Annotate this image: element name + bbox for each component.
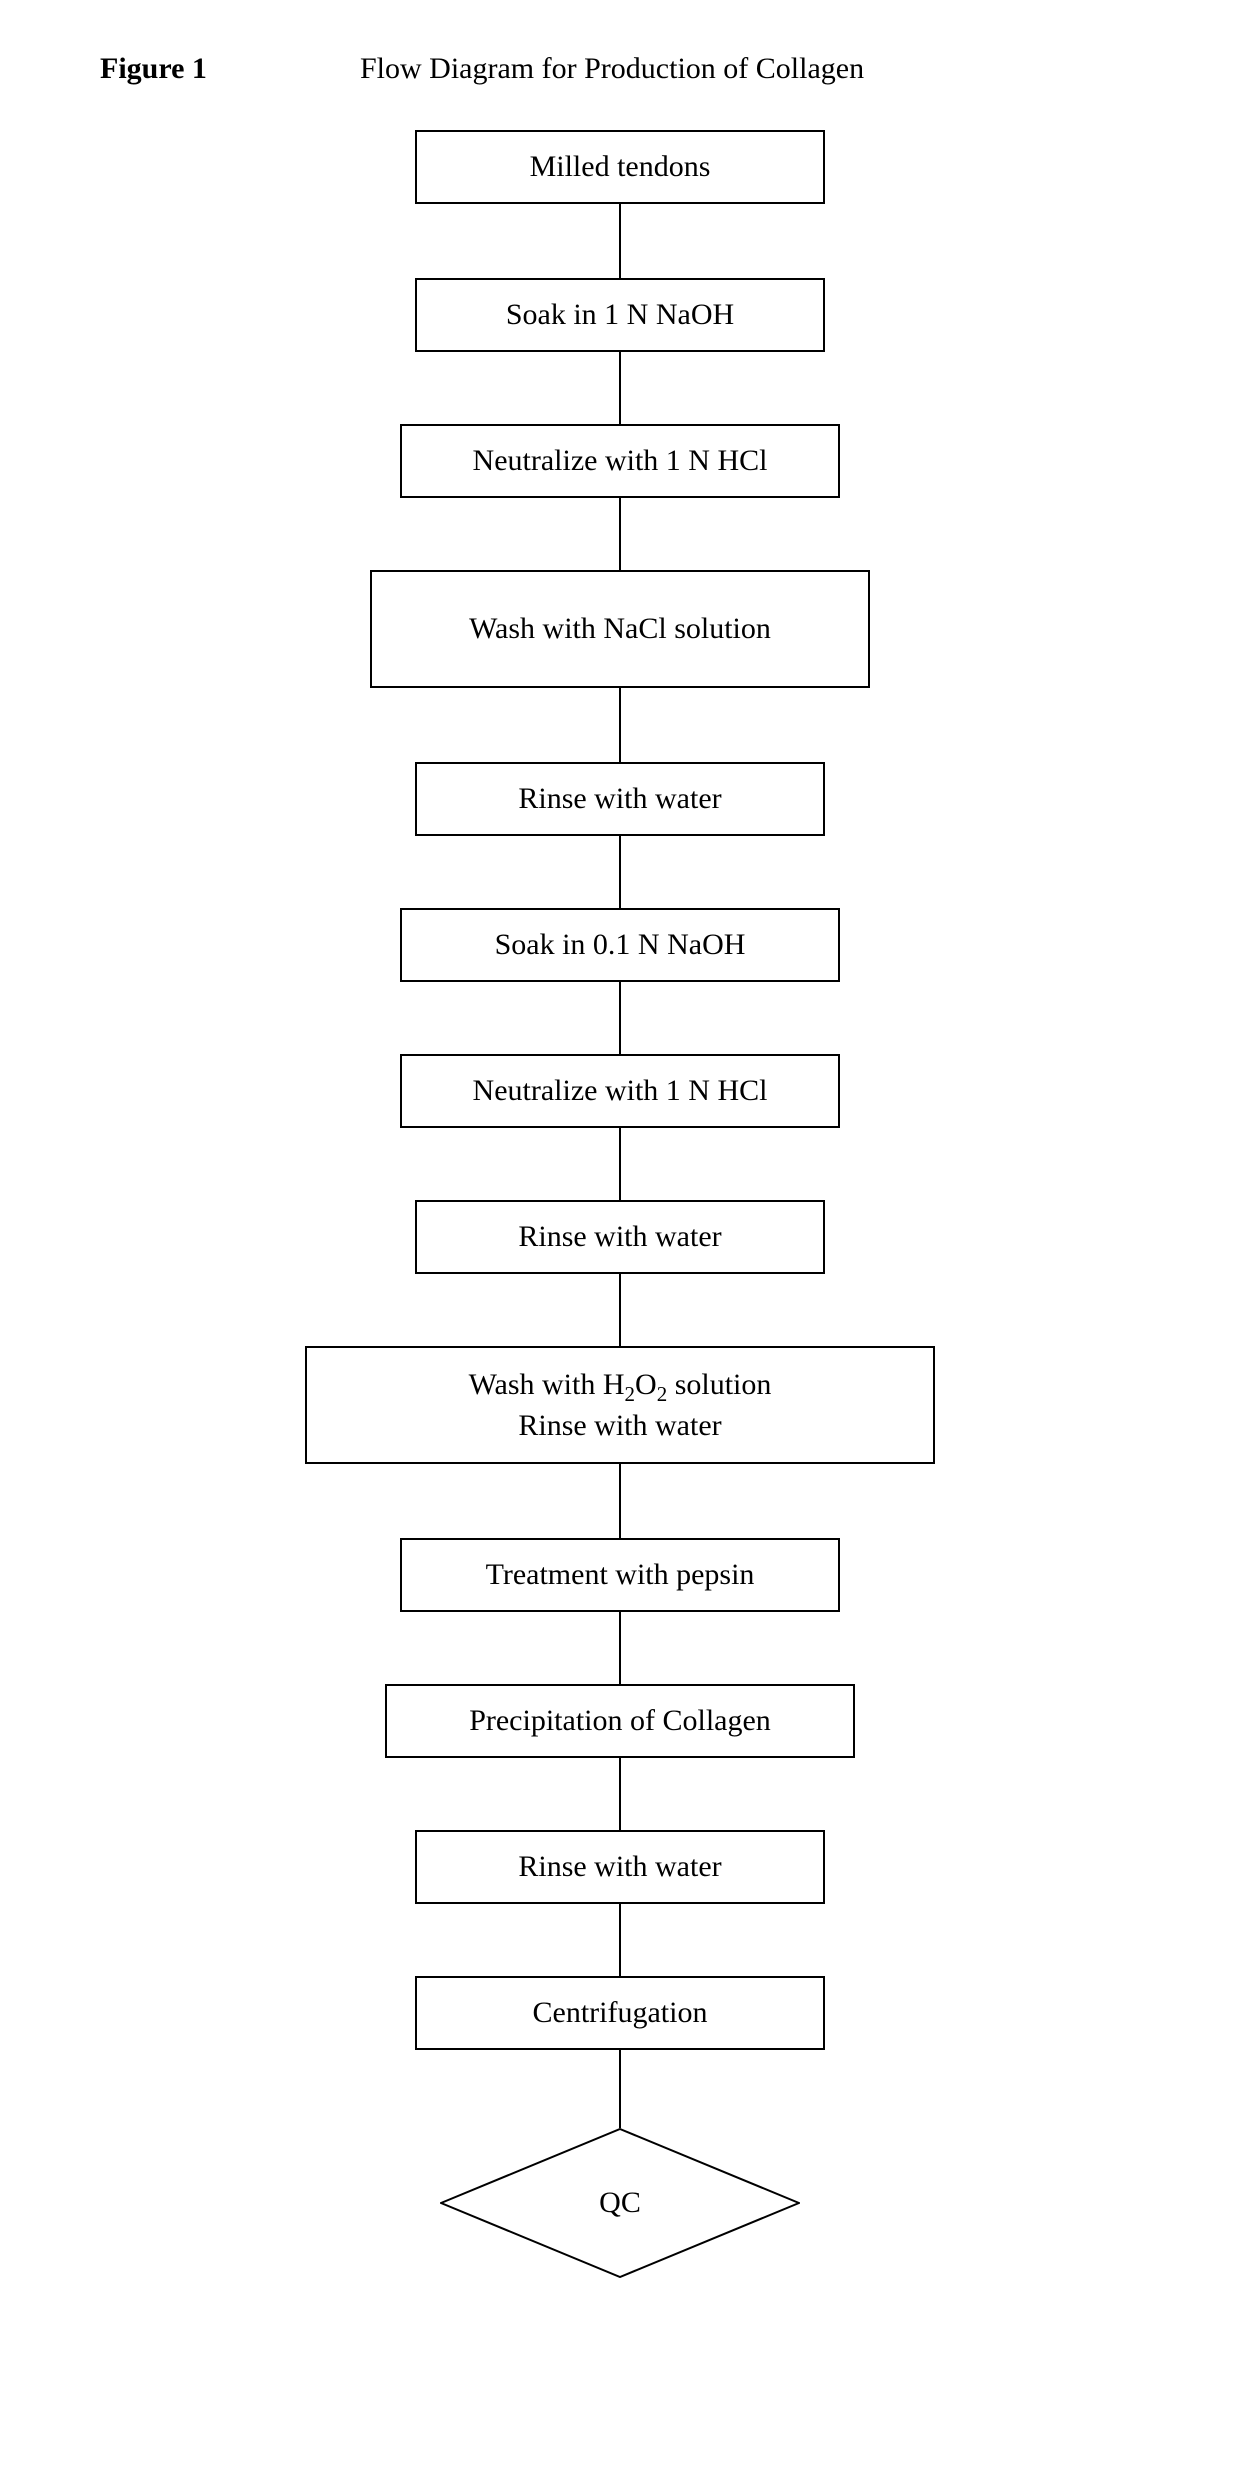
- flow-edge-n9-n10: [619, 1464, 621, 1538]
- flow-edge-n11-n12: [619, 1758, 621, 1830]
- flow-node-n12: Rinse with water: [415, 1830, 825, 1904]
- page: Figure 1 Flow Diagram for Production of …: [0, 0, 1240, 2465]
- flow-node-label: Precipitation of Collagen: [469, 1702, 771, 1740]
- flow-edge-n13-n14: [619, 2050, 621, 2128]
- flow-node-label: Milled tendons: [530, 148, 711, 186]
- flow-node-label: Neutralize with 1 N HCl: [473, 1072, 768, 1110]
- flow-edge-n8-n9: [619, 1274, 621, 1346]
- flow-node-n11: Precipitation of Collagen: [385, 1684, 855, 1758]
- flow-node-n4: Wash with NaCl solution: [370, 570, 870, 688]
- flow-edge-n6-n7: [619, 982, 621, 1054]
- flow-node-n8: Rinse with water: [415, 1200, 825, 1274]
- flow-node-label: Rinse with water: [518, 1218, 721, 1256]
- flow-node-n10: Treatment with pepsin: [400, 1538, 840, 1612]
- diagram-title: Flow Diagram for Production of Collagen: [360, 52, 864, 86]
- flow-edge-n5-n6: [619, 836, 621, 908]
- flow-node-n1: Milled tendons: [415, 130, 825, 204]
- flow-node-label: Wash with H2O2 solutionRinse with water: [469, 1366, 772, 1445]
- flow-node-label: Soak in 0.1 N NaOH: [495, 926, 746, 964]
- flow-node-n2: Soak in 1 N NaOH: [415, 278, 825, 352]
- flow-edge-n3-n4: [619, 498, 621, 570]
- flow-node-n9: Wash with H2O2 solutionRinse with water: [305, 1346, 935, 1464]
- flow-node-n5: Rinse with water: [415, 762, 825, 836]
- figure-label: Figure 1: [100, 52, 207, 86]
- flow-edge-n1-n2: [619, 204, 621, 278]
- flow-edge-n4-n5: [619, 688, 621, 762]
- flow-node-label: Soak in 1 N NaOH: [506, 296, 734, 334]
- flow-node-n13: Centrifugation: [415, 1976, 825, 2050]
- flow-node-label: Wash with NaCl solution: [469, 610, 771, 648]
- flow-node-n7: Neutralize with 1 N HCl: [400, 1054, 840, 1128]
- flow-node-label: Rinse with water: [518, 1848, 721, 1886]
- flow-node-n14: QC: [440, 2128, 800, 2278]
- flow-edge-n10-n11: [619, 1612, 621, 1684]
- flow-node-label: QC: [599, 2186, 641, 2220]
- flow-node-label: Centrifugation: [533, 1994, 708, 2032]
- flow-node-label: Treatment with pepsin: [486, 1556, 755, 1594]
- flow-node-label: Neutralize with 1 N HCl: [473, 442, 768, 480]
- flow-node-label: Rinse with water: [518, 780, 721, 818]
- flow-node-n6: Soak in 0.1 N NaOH: [400, 908, 840, 982]
- flow-edge-n12-n13: [619, 1904, 621, 1976]
- flow-node-n3: Neutralize with 1 N HCl: [400, 424, 840, 498]
- flow-edge-n2-n3: [619, 352, 621, 424]
- flow-edge-n7-n8: [619, 1128, 621, 1200]
